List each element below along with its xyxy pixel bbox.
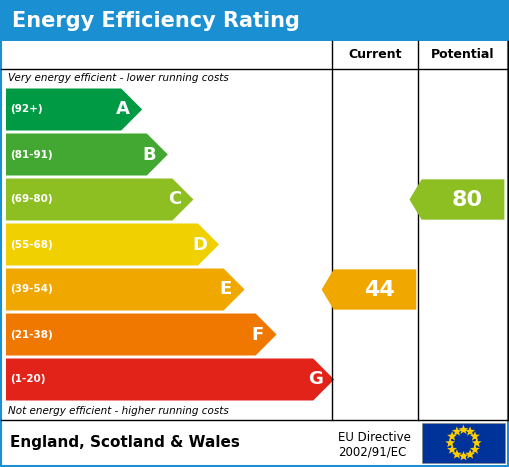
Text: Not energy efficient - higher running costs: Not energy efficient - higher running co…: [8, 406, 229, 416]
Text: England, Scotland & Wales: England, Scotland & Wales: [10, 436, 240, 451]
Text: Current: Current: [348, 49, 402, 62]
Polygon shape: [6, 269, 245, 311]
Polygon shape: [6, 313, 276, 355]
Text: G: G: [308, 370, 323, 389]
Text: Very energy efficient - lower running costs: Very energy efficient - lower running co…: [8, 73, 229, 83]
Text: 80: 80: [451, 190, 483, 210]
Polygon shape: [447, 431, 457, 440]
Text: Potential: Potential: [431, 49, 495, 62]
Polygon shape: [452, 449, 462, 459]
Text: D: D: [192, 235, 208, 254]
Polygon shape: [410, 179, 504, 219]
Text: (81-91): (81-91): [10, 149, 52, 160]
Text: 2002/91/EC: 2002/91/EC: [338, 446, 406, 459]
Text: C: C: [168, 191, 181, 208]
Text: A: A: [116, 100, 130, 119]
Text: 44: 44: [363, 280, 394, 299]
Text: (55-68): (55-68): [10, 240, 53, 249]
Bar: [1, 1, 508, 41]
Polygon shape: [6, 89, 142, 130]
Polygon shape: [445, 438, 455, 447]
Text: EU Directive: EU Directive: [338, 431, 411, 444]
Text: (39-54): (39-54): [10, 284, 53, 295]
Polygon shape: [465, 426, 475, 436]
Polygon shape: [472, 438, 482, 447]
Polygon shape: [465, 449, 475, 459]
Polygon shape: [459, 451, 468, 460]
Polygon shape: [459, 425, 468, 434]
Text: B: B: [142, 146, 156, 163]
Polygon shape: [447, 445, 457, 454]
Polygon shape: [470, 431, 480, 440]
Text: E: E: [219, 281, 232, 298]
Polygon shape: [6, 359, 334, 401]
Text: (69-80): (69-80): [10, 194, 52, 205]
Text: Energy Efficiency Rating: Energy Efficiency Rating: [12, 11, 300, 31]
Text: (21-38): (21-38): [10, 330, 53, 340]
Polygon shape: [6, 134, 168, 176]
Polygon shape: [470, 445, 480, 454]
Polygon shape: [322, 269, 416, 310]
Polygon shape: [6, 224, 219, 266]
Polygon shape: [452, 426, 462, 436]
Bar: [422, 423, 505, 463]
Text: F: F: [251, 325, 264, 344]
Polygon shape: [6, 178, 193, 220]
Text: (92+): (92+): [10, 105, 43, 114]
Text: (1-20): (1-20): [10, 375, 45, 384]
